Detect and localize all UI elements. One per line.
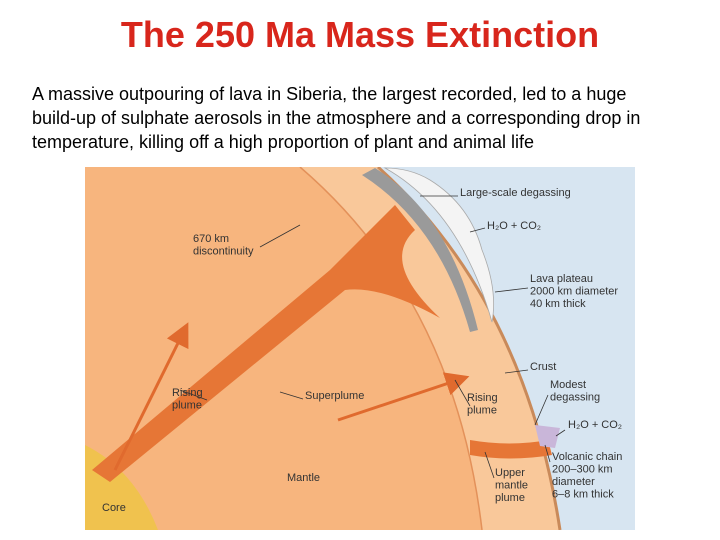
body-line: build-up of sulphate aerosols in the atm… [32, 108, 641, 128]
diagram-label: Volcanic chain [552, 451, 622, 463]
diagram-label: mantle [495, 480, 528, 492]
diagram-label: Upper [495, 467, 525, 479]
diagram-label: Crust [530, 361, 556, 373]
diagram-label: Superplume [305, 390, 364, 402]
diagram-label: 200–300 km [552, 464, 613, 476]
upper-mantle [300, 167, 560, 530]
diagram-label: Mantle [287, 472, 320, 484]
diagram-label: Modest [550, 379, 586, 391]
diagram-label: plume [172, 400, 202, 412]
diagram-label: H₂O + CO₂ [568, 419, 622, 431]
arrow [337, 372, 470, 422]
diagram-label: Rising [467, 392, 498, 404]
diagram-label: plume [495, 492, 525, 504]
diagram-label: Lava plateau [530, 273, 593, 285]
diagram-label: 2000 km diameter [530, 286, 618, 298]
degassing-cloud [383, 167, 494, 323]
cross-section [85, 167, 635, 530]
diagram-label: 670 km [193, 233, 229, 245]
arrow [113, 322, 189, 471]
discontinuity [299, 167, 483, 530]
diagram-label: plume [467, 405, 497, 417]
upper-mantle-plume [470, 440, 552, 459]
diagram-label: diameter [552, 476, 595, 488]
diagram-label: Large-scale degassing [460, 187, 571, 199]
diagram-label: Core [102, 502, 126, 514]
diagram-label: degassing [550, 392, 600, 404]
volcanic-chain [535, 425, 560, 448]
diagram-label: H₂O + CO₂ [487, 220, 541, 232]
lava-plateau [362, 168, 478, 332]
superplume [92, 205, 440, 482]
body-line: A massive outpouring of lava in Siberia,… [32, 84, 627, 104]
diagram-label: discontinuity [193, 246, 254, 258]
body-line: temperature, killing off a high proporti… [32, 132, 534, 152]
leader-lines [179, 195, 566, 479]
diagram-label: 40 km thick [530, 298, 586, 310]
diagram-label: Rising [172, 387, 203, 399]
title: The 250 Ma Mass Extinction [120, 14, 600, 55]
diagram-label: 6–8 km thick [552, 489, 614, 501]
body-text: A massive outpouring of lava in Siberia,… [32, 82, 712, 154]
